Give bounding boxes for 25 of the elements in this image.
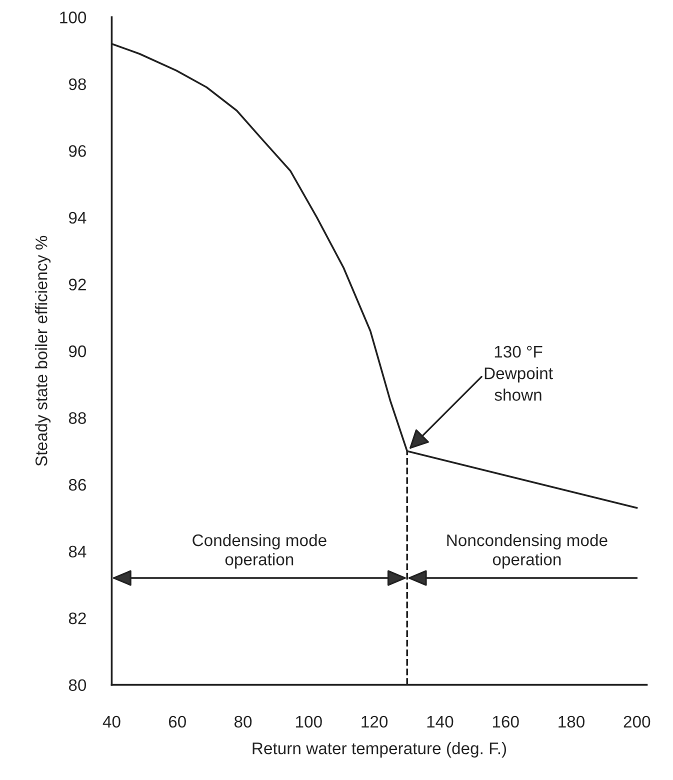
annotation: Condensing mode operation (192, 534, 326, 569)
x-tick-label: 160 (492, 716, 519, 728)
annotation: 130 °F Dewpoint shown (484, 346, 553, 401)
y-tick-label: 90 (68, 345, 86, 358)
x-tick-label: 180 (558, 716, 585, 728)
y-tick-label: 80 (68, 679, 86, 692)
x-tick-label: 120 (362, 716, 388, 728)
x-axis-title: Return water temperature (deg. F.) (252, 742, 506, 758)
x-tick-label: 60 (168, 716, 186, 728)
x-tick-label: 140 (427, 716, 454, 728)
y-tick-label: 84 (68, 546, 86, 558)
x-tick-label: 200 (624, 716, 650, 728)
y-tick-label: 88 (68, 412, 86, 424)
x-tick-label: 100 (296, 716, 322, 728)
y-tick-label: 92 (68, 278, 86, 290)
y-tick-label: 86 (68, 478, 86, 491)
y-tick-label: 96 (68, 145, 86, 157)
y-tick-label: 100 (60, 12, 86, 24)
y-tick-label: 82 (68, 612, 86, 624)
x-tick-label: 80 (234, 716, 252, 728)
annotation: Noncondensing mode operation (447, 534, 608, 569)
x-tick-label: 40 (102, 716, 120, 728)
y-axis-title: Steady state boiler efficiency % (35, 236, 51, 466)
y-tick-label: 98 (68, 78, 86, 90)
y-tick-label: 94 (68, 212, 86, 224)
